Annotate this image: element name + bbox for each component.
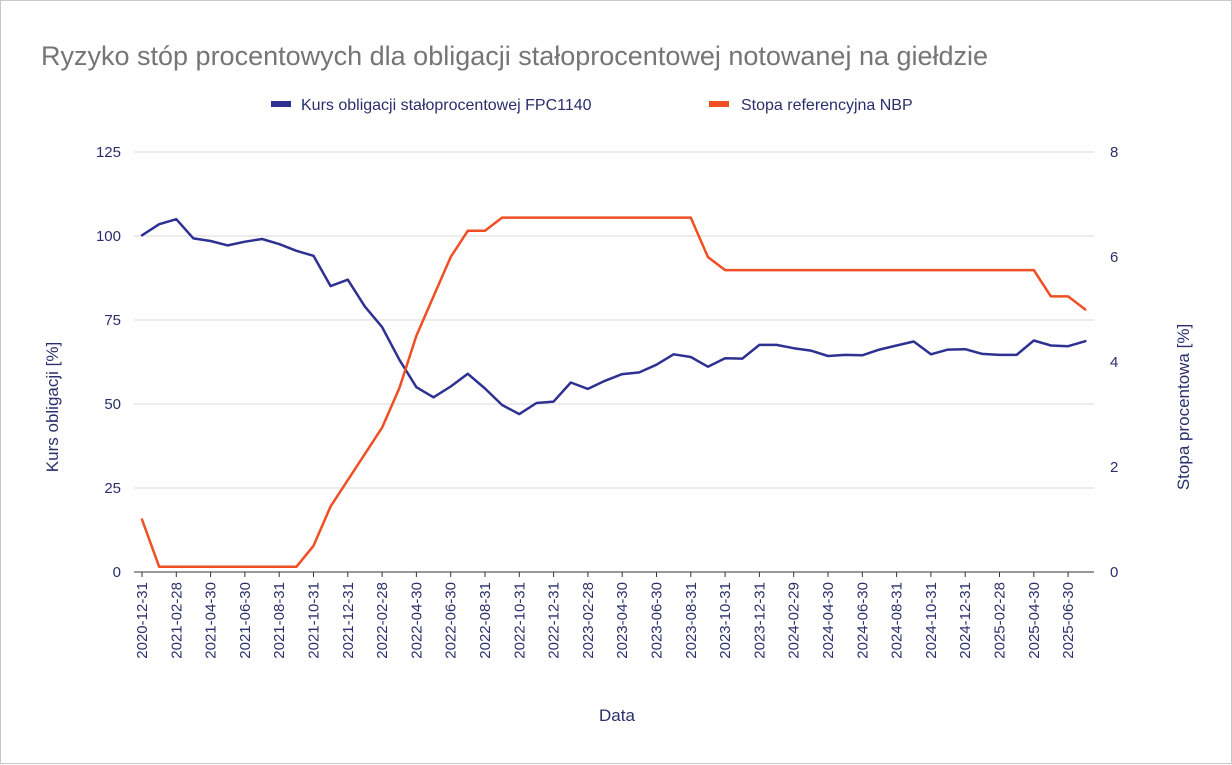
series-line-bond [140,217,1087,416]
x-tick-label: 2021-06-30 [237,582,254,659]
x-tick-label: 2023-02-28 [580,582,597,659]
x-tick-label: 2023-12-31 [751,582,768,659]
right-tick-label: 2 [1110,459,1118,476]
left-tick-label: 75 [104,312,121,329]
left-tick-label: 100 [96,228,121,245]
legend-label-rate: Stopa referencyjna NBP [741,97,913,114]
x-tick-label: 2022-08-31 [477,582,494,659]
left-tick-label: 50 [104,396,121,413]
right-tick-label: 8 [1110,144,1118,161]
right-axis-ticks: 0 2 4 6 8 [1110,144,1118,581]
x-tick-label: 2022-10-31 [511,582,528,659]
right-tick-label: 0 [1110,564,1118,581]
x-tick-label: 2021-02-28 [168,582,185,659]
x-axis-title: Data [599,706,635,725]
left-tick-label: 125 [96,144,121,161]
x-tick-label: 2021-04-30 [203,582,220,659]
x-tick-label: 2024-08-31 [889,582,906,659]
x-tick-label: 2020-12-31 [134,582,151,659]
x-tick-label: 2024-04-30 [820,582,837,659]
series-line-rate [140,216,1087,569]
x-tick-label: 2023-06-30 [649,582,666,659]
x-tick-label: 2024-12-31 [957,582,974,659]
left-tick-label: 0 [113,564,121,581]
x-tick-label: 2021-12-31 [340,582,357,659]
x-tick-label: 2023-04-30 [614,582,631,659]
x-tick-label: 2022-04-30 [408,582,425,659]
x-tick-label: 2024-06-30 [854,582,871,659]
right-tick-label: 4 [1110,354,1118,371]
left-axis-title: Kurs obligacji [%] [43,342,62,472]
x-tick-label: 2022-12-31 [546,582,563,659]
x-tick-label: 2021-10-31 [306,582,323,659]
legend: Kurs obligacji stałoprocentowej FPC1140 … [271,97,913,114]
x-tick-label: 2023-08-31 [683,582,700,659]
legend-swatch-rate [709,101,729,107]
x-tick-label: 2024-02-29 [786,582,803,659]
x-tick-label: 2023-10-31 [717,582,734,659]
x-axis-ticks: 2020-12-31 2021-02-28 2021-04-30 2021-06-30… [134,572,1077,659]
right-axis-title: Stopa procentowa [%] [1174,324,1193,490]
left-tick-label: 25 [104,480,121,497]
x-tick-label: 2025-04-30 [1026,582,1043,659]
series-lines [140,216,1087,569]
legend-swatch-bond [271,101,291,107]
legend-label-bond: Kurs obligacji stałoprocentowej FPC1140 [301,97,592,114]
right-tick-label: 6 [1110,249,1118,266]
x-tick-label: 2022-02-28 [374,582,391,659]
x-tick-label: 2022-06-30 [443,582,460,659]
gridlines [134,151,1094,573]
x-tick-label: 2025-02-28 [992,582,1009,659]
left-axis-ticks: 0 25 50 75 100 125 [96,144,121,581]
chart-title: Ryzyko stóp procentowych dla obligacji s… [41,41,988,71]
x-tick-label: 2024-10-31 [923,582,940,659]
x-tick-label: 2025-06-30 [1060,582,1077,659]
x-tick-label: 2021-08-31 [271,582,288,659]
